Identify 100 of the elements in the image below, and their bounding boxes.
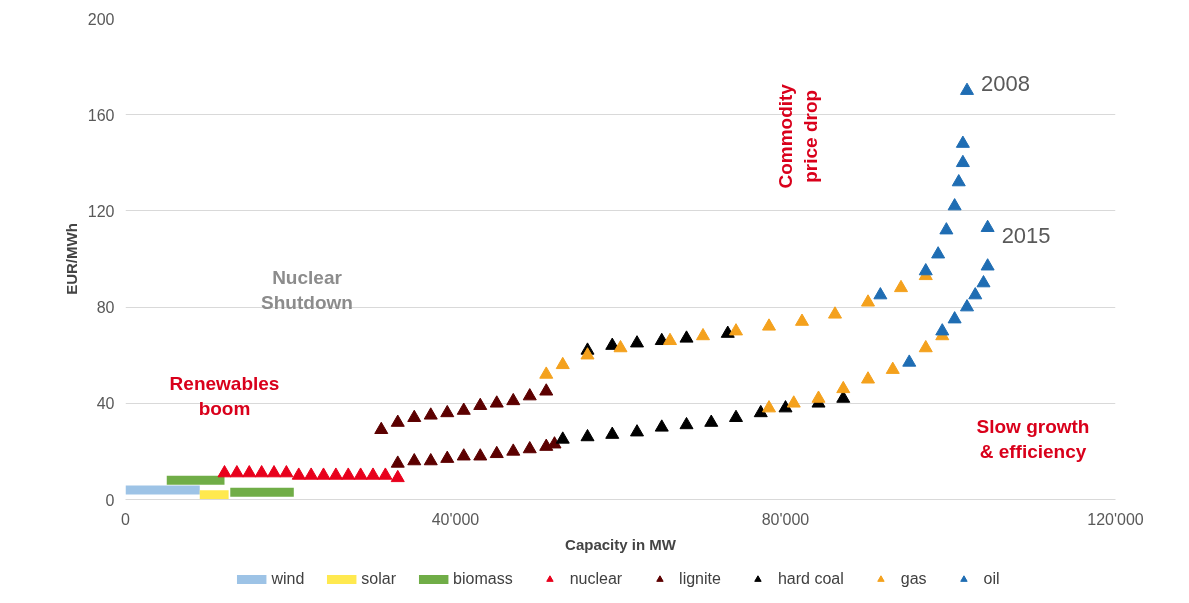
y-tick-label: 40 (96, 395, 115, 413)
point (939, 222, 954, 235)
point (762, 400, 776, 413)
point (947, 198, 962, 211)
annotation: 2015 (1001, 222, 1051, 248)
point (885, 361, 900, 374)
point (778, 400, 793, 413)
point (555, 356, 570, 370)
point (729, 409, 743, 422)
point (836, 390, 851, 403)
y-axis-title: EUR/MWh (62, 223, 80, 295)
point (918, 263, 933, 276)
point (366, 467, 380, 480)
point (217, 465, 232, 478)
point (861, 371, 875, 384)
point (935, 323, 950, 336)
point (836, 380, 851, 394)
point (547, 436, 562, 449)
legend-label: biomass (453, 570, 513, 588)
point (873, 287, 888, 300)
point (980, 258, 995, 271)
legend-label: hard coal (777, 570, 844, 588)
point (539, 383, 554, 396)
point (267, 465, 281, 478)
y-tick-label: 0 (105, 491, 115, 509)
legend-label: solar (361, 570, 397, 588)
x-axis-title: Capacity in MW (565, 535, 677, 553)
point (580, 347, 595, 360)
point (341, 467, 356, 480)
legend-label: lignite (679, 570, 721, 588)
point (955, 135, 970, 148)
point (473, 397, 488, 410)
point (630, 424, 644, 437)
x-tick-label: 40'000 (431, 510, 480, 528)
point (976, 275, 991, 288)
point (254, 465, 269, 478)
point (440, 404, 455, 418)
point (229, 465, 244, 478)
point (955, 154, 970, 168)
annotation: 2008 (981, 70, 1030, 96)
point (522, 388, 537, 401)
point (762, 318, 776, 331)
point (795, 313, 809, 326)
point (242, 465, 257, 478)
point (506, 443, 521, 456)
point (786, 395, 801, 408)
point (423, 407, 438, 420)
annotation: Renewables boom (169, 372, 280, 420)
point (704, 414, 719, 427)
point (630, 335, 644, 348)
point (456, 402, 471, 415)
legend-label: oil (983, 570, 1001, 588)
point (918, 339, 933, 353)
point (729, 323, 743, 336)
annotation: Commodity price drop (774, 83, 821, 189)
y-tick-label: 160 (87, 106, 115, 124)
point (328, 467, 343, 480)
point (968, 287, 983, 300)
point (894, 279, 908, 293)
annotation: Slow growth & efficiency (976, 416, 1090, 463)
y-tick-label: 80 (96, 299, 115, 317)
x-tick-label: 0 (121, 510, 131, 528)
point (679, 416, 694, 430)
point (679, 330, 694, 343)
point (980, 219, 995, 232)
point (316, 467, 331, 480)
point (353, 467, 368, 480)
point (378, 467, 393, 480)
point (555, 431, 570, 444)
point (960, 299, 974, 312)
annotation: Nuclear Shutdown (261, 267, 353, 314)
point (304, 467, 319, 480)
legend-label: nuclear (569, 570, 623, 588)
point (390, 414, 405, 427)
point (440, 450, 455, 463)
point (828, 306, 842, 319)
y-tick-label: 200 (87, 10, 115, 28)
point (473, 448, 488, 461)
point (291, 467, 306, 480)
legend-label: gas (900, 570, 927, 588)
point (902, 354, 917, 367)
point (539, 366, 554, 379)
point (663, 332, 677, 346)
point (407, 453, 422, 466)
point (279, 465, 294, 478)
point (489, 395, 504, 408)
point (489, 445, 504, 459)
point (960, 82, 974, 95)
legend-label: wind (271, 570, 305, 588)
point (654, 419, 669, 432)
point (753, 404, 768, 418)
point (374, 421, 389, 435)
point (861, 294, 875, 307)
y-tick-label: 120 (87, 202, 115, 220)
point (390, 469, 405, 483)
point (811, 390, 826, 403)
x-tick-label: 80'000 (761, 510, 810, 528)
point (390, 455, 405, 468)
point (613, 339, 628, 353)
point (522, 440, 537, 454)
